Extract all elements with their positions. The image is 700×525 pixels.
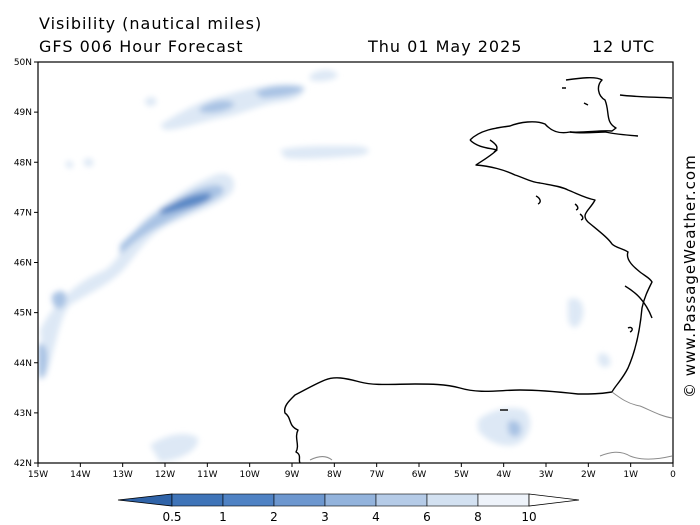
lat-label: 45N [14, 309, 32, 319]
colorbar-label: 4 [372, 510, 380, 524]
fog-dot-48n [83, 158, 94, 167]
colorbar-swatch [477, 493, 530, 507]
fog-patch-sw [150, 434, 199, 462]
fog-patch-edge [38, 343, 48, 380]
forecast-time: 12 UTC [592, 37, 656, 56]
visibility-fields [38, 69, 611, 462]
lat-label: 42N [14, 459, 32, 469]
fog-patch-biscay-b [598, 353, 611, 368]
brittany-islands [489, 139, 633, 333]
fog-patch-west [52, 290, 67, 309]
france-coast [283, 121, 653, 464]
lat-label: 44N [14, 359, 32, 369]
longitude-axis: 15W 14W 13W 12W 11W 10W 9W 8W 7W 6W 5W 4W 3W 2W 1W 0 [28, 463, 676, 480]
lat-label: 43N [14, 409, 32, 419]
colorbar: 0.5 1 2 3 4 6 8 10 [117, 493, 580, 524]
lat-label: 47N [14, 208, 32, 218]
fog-patch-iberia-core [507, 420, 522, 437]
map-subtitle: GFS 006 Hour Forecast [39, 37, 244, 56]
colorbar-label: 3 [321, 510, 329, 524]
fog-patch-north-2 [200, 100, 235, 113]
lon-label: 6W [412, 470, 427, 480]
colorbar-swatch [171, 493, 224, 507]
lon-label: 9W [285, 470, 300, 480]
lon-label: 4W [496, 470, 511, 480]
lat-label: 46N [14, 259, 32, 269]
colorbar-label: 6 [423, 510, 431, 524]
site-credit: © www.PassageWeather.com [681, 154, 699, 398]
lon-label: 10W [239, 470, 259, 480]
lon-label: 5W [454, 470, 469, 480]
fog-stripe [280, 145, 369, 159]
lon-label: 14W [70, 470, 90, 480]
colorbar-swatch [375, 493, 428, 507]
lat-label: 48N [14, 158, 32, 168]
gironde-estuary [624, 285, 653, 319]
land-border [309, 391, 673, 461]
lon-label: 2W [581, 470, 596, 480]
colorbar-arrow-low [117, 493, 173, 507]
lon-label: 8W [327, 470, 342, 480]
fog-band [40, 173, 235, 380]
lat-label: 49N [14, 108, 32, 118]
colorbar-arrow-high [528, 493, 580, 507]
lon-label: 3W [539, 470, 554, 480]
colorbar-swatch [426, 493, 479, 507]
colorbar-label: 0.5 [162, 510, 181, 524]
lat-label: 50N [14, 58, 32, 68]
fog-patch-north-5 [145, 96, 157, 107]
fog-patch-iberia [478, 408, 531, 446]
colorbar-label: 8 [474, 510, 482, 524]
fog-band-core [160, 193, 211, 214]
lon-label: 7W [369, 470, 384, 480]
latitude-axis: 50N 49N 48N 47N 46N 45N 44N 43N 42N [14, 58, 38, 469]
fog-patch-north-3 [255, 85, 305, 98]
colorbar-label: 10 [521, 510, 536, 524]
colorbar-label: 1 [219, 510, 227, 524]
map-frame [37, 61, 674, 464]
lon-label: 15W [28, 470, 48, 480]
coastline [283, 77, 673, 464]
fog-patch-biscay [568, 298, 584, 328]
fog-patch-north-4 [310, 69, 338, 82]
england-coast [565, 77, 673, 133]
fog-dot-48n-b [65, 160, 74, 169]
lon-label: 12W [155, 470, 175, 480]
map-title: Visibility (nautical miles) [39, 14, 263, 33]
lon-label: 13W [112, 470, 132, 480]
channel-islands [562, 87, 589, 106]
lon-label: 1W [623, 470, 638, 480]
colorbar-swatch [324, 493, 377, 507]
colorbar-swatch [273, 493, 326, 507]
lon-label: 0 [670, 470, 676, 480]
forecast-date: Thu 01 May 2025 [368, 37, 523, 56]
colorbar-label: 2 [270, 510, 278, 524]
lon-label: 11W [197, 470, 217, 480]
colorbar-swatch [222, 493, 275, 507]
